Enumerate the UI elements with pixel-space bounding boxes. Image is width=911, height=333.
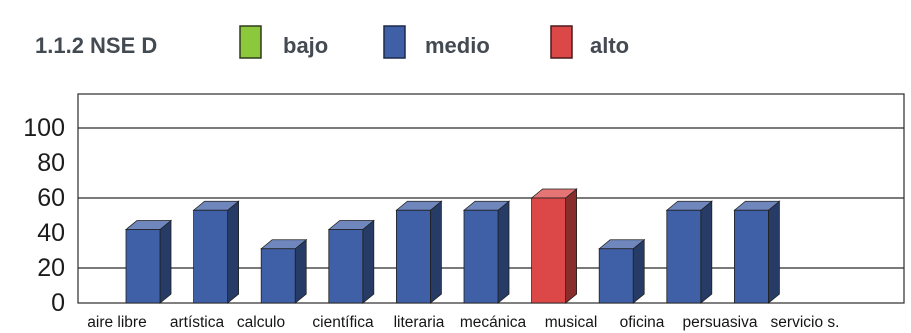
bar-front	[395, 209, 431, 304]
legend-swatch-alto	[550, 25, 573, 59]
bar-1	[124, 219, 173, 304]
x-tick-label: musical	[545, 314, 598, 331]
bar-3	[260, 238, 308, 304]
bar-side	[227, 200, 240, 304]
bar-side	[159, 219, 172, 304]
x-tick-label: científica	[312, 314, 374, 331]
x-tick-label: persuasiva	[683, 314, 758, 331]
legend-swatch-medio	[383, 25, 406, 59]
bar-side	[632, 238, 645, 304]
x-tick-label: artística	[170, 314, 225, 331]
x-tick-label: oficina	[620, 314, 665, 331]
x-tick-label: mecánica	[460, 314, 527, 331]
y-tick-label: 80	[37, 149, 65, 177]
bar-side	[294, 238, 307, 304]
y-axis-ticks: 0 20 40 60 80 100	[23, 114, 65, 317]
legend-label-medio: medio	[425, 33, 490, 58]
y-tick-label: 20	[37, 254, 65, 282]
x-tick-label: aire libre	[87, 314, 146, 331]
bar-8	[598, 238, 646, 304]
bar-front	[598, 248, 634, 304]
bar-10	[733, 200, 781, 304]
bar-7	[530, 188, 578, 304]
bar-side	[497, 200, 510, 304]
y-tick-label: 0	[51, 289, 65, 317]
legend-swatch-bajo	[239, 25, 262, 59]
legend-label-bajo: bajo	[283, 33, 328, 58]
y-tick-label: 100	[23, 114, 65, 142]
x-tick-label: servicio s.	[771, 314, 840, 331]
chart-title: 1.1.2 NSE D	[35, 33, 157, 58]
y-tick-label: 40	[37, 219, 65, 247]
bar-front	[260, 248, 296, 304]
bar-front	[328, 229, 364, 304]
bar-5	[395, 200, 443, 304]
x-tick-label: calculo	[237, 314, 285, 331]
y-tick-label: 60	[37, 184, 65, 212]
bar-4	[327, 219, 375, 304]
bar-2	[192, 200, 240, 304]
bar-side	[565, 188, 577, 304]
bar-front	[125, 229, 161, 304]
bar-9	[665, 200, 713, 304]
bar-side	[429, 200, 442, 304]
x-axis-ticks: aire libre artística calculo científica lite…	[87, 314, 839, 331]
bar-front	[463, 209, 499, 304]
bar-6	[462, 200, 511, 304]
bars	[124, 188, 781, 304]
bar-front	[531, 197, 566, 304]
bar-side	[700, 200, 713, 304]
bar-front	[734, 209, 769, 304]
legend-label-alto: alto	[590, 33, 629, 58]
bar-side	[768, 200, 780, 304]
legend: bajo medio alto	[239, 25, 629, 59]
bar-front	[666, 209, 702, 304]
bar-front	[193, 209, 229, 304]
x-tick-label: literaria	[394, 314, 445, 331]
bar-side	[362, 219, 375, 304]
